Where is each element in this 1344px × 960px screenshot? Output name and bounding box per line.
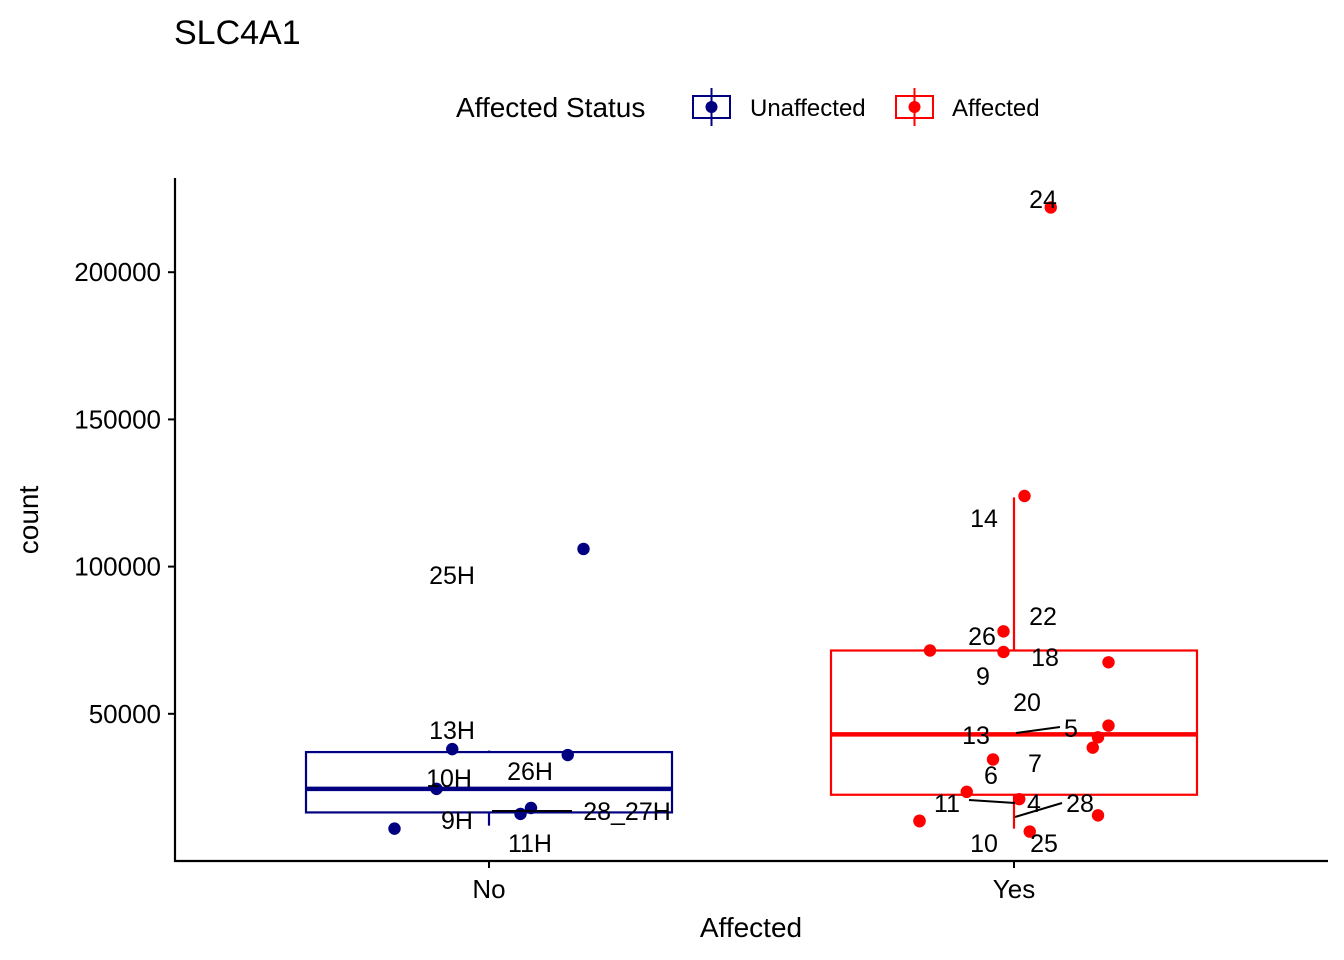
- affected-point-22: [923, 644, 937, 657]
- x-tick-label-no: No: [472, 874, 505, 904]
- legend-key-affected-dot: [908, 101, 921, 113]
- point-label-11: 11: [934, 790, 960, 818]
- point-label-13H: 13H: [429, 717, 475, 745]
- affected-point-10: [913, 814, 926, 827]
- affected-point-4: [1013, 792, 1026, 806]
- y-tick-label-150000: 150000: [74, 404, 161, 434]
- x-axis-title: Affected: [700, 912, 802, 943]
- chart-title: SLC4A1: [174, 14, 301, 52]
- affected-point-9: [997, 645, 1010, 659]
- unaffected-point-28_27H: [524, 801, 538, 815]
- point-label-9H: 9H: [441, 807, 473, 835]
- point-label-14: 14: [970, 505, 998, 533]
- legend-label-unaffected: Unaffected: [750, 95, 866, 122]
- legend-label-affected: Affected: [952, 95, 1040, 122]
- point-label-11H: 11H: [508, 830, 552, 858]
- point-label-25H: 25H: [429, 562, 475, 590]
- point-label-13: 13: [962, 722, 990, 750]
- point-label-28: 28: [1066, 790, 1094, 818]
- point-label-6: 6: [984, 762, 998, 790]
- affected-point-14: [1018, 489, 1031, 503]
- affected-point-26: [997, 625, 1010, 638]
- plot-area: 50000 100000 150000 200000 No Yes 25H 13H 26H 1…: [74, 178, 1328, 904]
- affected-point-13: [986, 753, 1000, 766]
- point-label-10: 10: [970, 830, 998, 858]
- unaffected-point-9H: [388, 822, 401, 835]
- legend-entry-affected: Affected: [895, 88, 1040, 126]
- point-label-24: 24: [1029, 186, 1057, 214]
- affected-point-20: [1091, 731, 1105, 744]
- point-label-7: 7: [1028, 750, 1042, 778]
- unaffected-box: [304, 750, 674, 814]
- point-label-26: 26: [968, 623, 996, 651]
- point-label-28_27H: 28_27H: [583, 798, 671, 826]
- point-label-20: 20: [1013, 689, 1041, 717]
- point-label-26H: 26H: [507, 758, 553, 786]
- x-tick-label-yes: Yes: [993, 874, 1035, 904]
- affected-box: [829, 649, 1199, 796]
- point-labels: 25H 13H 26H 10H 28_27H 11H 9H 24 14 26 22 9 18 5 20 7 13…: [426, 186, 1094, 858]
- y-axis-ticks: 50000 100000 150000 200000: [74, 257, 175, 729]
- legend-key-unaffected-dot: [705, 101, 718, 113]
- point-label-22: 22: [1029, 603, 1057, 631]
- unaffected-point-25H: [577, 542, 590, 556]
- point-label-9: 9: [976, 663, 990, 691]
- legend-title: Affected Status: [456, 92, 645, 123]
- legend: Affected Status Unaffected Affected: [456, 88, 1040, 126]
- affected-point-7: [1086, 741, 1099, 754]
- y-axis-title: count: [13, 486, 44, 555]
- legend-entry-unaffected: Unaffected: [692, 88, 866, 126]
- affected-point-5: [1102, 719, 1115, 732]
- point-label-18: 18: [1031, 644, 1059, 672]
- affected-point-28: [1091, 809, 1105, 822]
- boxes: [304, 497, 1199, 829]
- y-tick-label-50000: 50000: [89, 699, 161, 729]
- point-label-25: 25: [1030, 830, 1058, 858]
- y-tick-label-100000: 100000: [74, 552, 161, 582]
- leader-line-4: [968, 799, 1016, 804]
- point-label-10H: 10H: [426, 765, 472, 793]
- unaffected-point-11H: [514, 807, 527, 821]
- y-tick-label-200000: 200000: [74, 257, 161, 287]
- point-label-5: 5: [1064, 715, 1078, 743]
- affected-point-6: [960, 785, 973, 799]
- unaffected-point-13H: [446, 742, 459, 756]
- affected-point-24: [1044, 201, 1057, 214]
- affected-point-18: [1102, 656, 1115, 669]
- unaffected-point-26H: [561, 748, 574, 762]
- x-axis-ticks: No Yes: [472, 861, 1035, 904]
- leader-line-28: [1014, 802, 1063, 818]
- data-points: [388, 201, 1115, 838]
- leader-line-5: [1015, 726, 1061, 734]
- unaffected-point-10H: [430, 782, 443, 796]
- affected-point-25: [1023, 825, 1036, 838]
